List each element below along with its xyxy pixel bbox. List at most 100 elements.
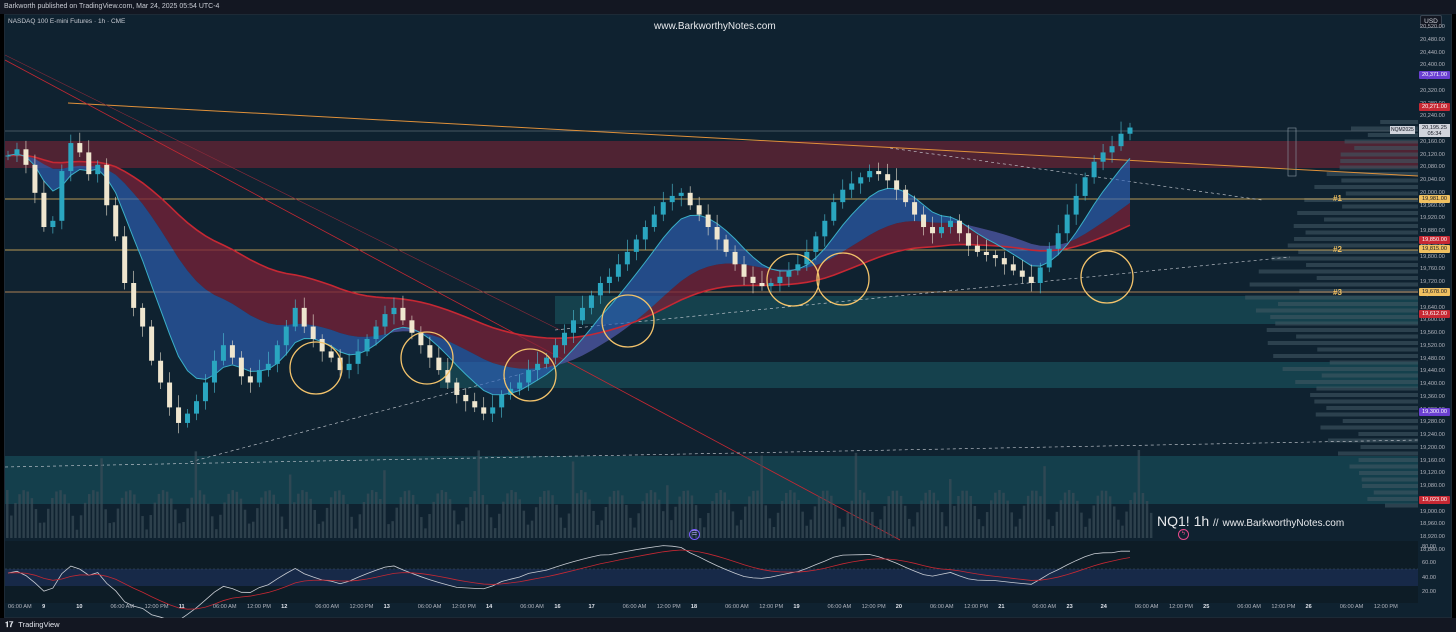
footer-brand[interactable]: TradingView (18, 620, 60, 629)
volume-bar (1145, 500, 1149, 538)
volume-bar (112, 522, 116, 538)
volume-bar (949, 479, 952, 538)
volume-bar (161, 490, 165, 538)
volume-bar (961, 490, 964, 538)
candle-body (1010, 264, 1016, 271)
lightning-event-icon[interactable]: ϟ (1178, 529, 1189, 540)
candle-body (238, 357, 244, 377)
volume-profile-bar (1255, 308, 1418, 313)
time-axis-label: 12:00 PM (1271, 604, 1296, 610)
price-tag-19678: 19,678.00 (1419, 288, 1450, 296)
volume-bar (596, 524, 599, 538)
volume-bar (272, 494, 275, 538)
volume-bar (703, 527, 706, 538)
candle-body (732, 251, 738, 265)
volume-bar (662, 511, 665, 538)
candle-body (526, 370, 532, 383)
volume-bar (801, 511, 804, 538)
volume-profile-bar (1341, 178, 1418, 183)
price-axis-label: 20,320.00 (1420, 87, 1445, 94)
volume-bar (71, 515, 75, 538)
volume-bar (141, 516, 144, 538)
volume-bar (297, 493, 300, 538)
volume-profile-bar (1314, 399, 1418, 404)
price-tag-19815: 19,815.00 (1419, 245, 1450, 253)
currency-button[interactable]: USD (1420, 15, 1442, 28)
supply-zone (5, 141, 1418, 168)
volume-bar (465, 507, 468, 538)
candle-body (41, 192, 47, 228)
time-axis-label: 06:00 AM (725, 604, 749, 610)
volume-profile-bar (1304, 198, 1418, 202)
volume-bar (280, 516, 284, 538)
volume-bar (182, 521, 185, 538)
candle-body (256, 370, 262, 383)
volume-bar (440, 490, 444, 538)
volume-bar (1096, 495, 1100, 538)
calendar-event-icon[interactable]: ☰ (689, 529, 700, 540)
level-label-3: #3 (1333, 288, 1342, 297)
tradingview-logo-icon[interactable]: 𝟏𝟕 (5, 620, 14, 629)
price-axis-label: 18,920.00 (1420, 534, 1445, 540)
volume-profile-bar (1245, 295, 1418, 300)
candle-body (553, 345, 559, 358)
candle-body (193, 401, 199, 414)
watermark-sep: // (1213, 518, 1219, 529)
price-tag-19850: 19,850.00 (1419, 236, 1450, 244)
volume-profile-bar (1337, 451, 1418, 456)
volume-bar (580, 490, 583, 538)
volume-bar (608, 496, 612, 538)
ema-slow-line (7, 154, 1131, 340)
oscillator-band (5, 569, 1418, 586)
volume-profile-bar (1267, 341, 1418, 345)
volume-bar (727, 499, 731, 538)
volume-bar (526, 524, 530, 538)
volume-profile-bar (1344, 139, 1418, 144)
volume-bar (30, 498, 34, 538)
candle-body (965, 233, 971, 246)
time-axis[interactable]: 06:00 AM 9 10 06:00 AM 12:00 PM 11 06:00 AM 12:… (4, 604, 1418, 616)
volume-profile-bar (1317, 347, 1418, 352)
candle-body (292, 307, 298, 327)
volume-bar (428, 514, 431, 538)
volume-bar (571, 461, 575, 538)
volume-bar (793, 492, 796, 538)
candle-body (974, 245, 980, 252)
price-axis-label: 20,040.00 (1420, 177, 1445, 183)
volume-bar (38, 522, 42, 538)
volume-bar (256, 508, 259, 538)
volume-bar (350, 516, 353, 538)
volume-profile-bar (1380, 120, 1418, 124)
volume-bar (670, 520, 673, 538)
candle-body (229, 345, 235, 358)
volume-bar (990, 500, 993, 538)
candle-body (5, 155, 11, 157)
candle-body (1091, 161, 1097, 178)
volume-bar (420, 517, 423, 538)
volume-profile-bar (1295, 380, 1418, 384)
volume-bar (1035, 490, 1038, 538)
volume-bar (764, 505, 767, 538)
volume-bar (1002, 492, 1005, 538)
volume-bar (26, 491, 29, 538)
candle-body (185, 413, 191, 423)
volume-bar (391, 521, 394, 538)
time-axis-label: 26 (1305, 604, 1312, 610)
level-label-1: #1 (1333, 194, 1342, 203)
volume-bar (1076, 500, 1079, 538)
price-axis-label: 19,440.00 (1420, 368, 1445, 375)
price-axis-label: 19,640.00 (1420, 304, 1445, 311)
time-axis-label: 12:00 PM (656, 604, 681, 610)
volume-bar (227, 493, 230, 538)
price-axis[interactable]: 20,520.00 20,480.00 20,440.00 20,400.00 20,3… (1418, 14, 1452, 553)
price-axis-label: 20,120.00 (1420, 151, 1445, 158)
volume-bar (645, 493, 649, 538)
candle-body (894, 180, 900, 190)
volume-bar (1113, 506, 1116, 538)
volume-bar (629, 517, 632, 538)
candle-body (759, 283, 765, 287)
highlight-circle (766, 253, 820, 307)
candle-body (535, 363, 541, 371)
candle-body (831, 202, 837, 221)
